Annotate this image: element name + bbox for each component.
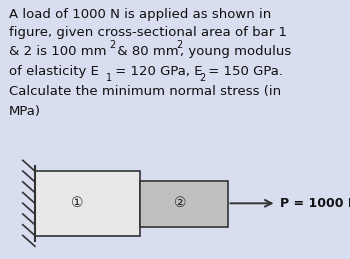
- Text: P = 1000 N: P = 1000 N: [280, 197, 350, 210]
- Text: 2: 2: [176, 40, 182, 49]
- Text: Calculate the minimum normal stress (in: Calculate the minimum normal stress (in: [9, 85, 281, 98]
- Text: & 80 mm: & 80 mm: [113, 45, 179, 58]
- Text: 2: 2: [109, 40, 116, 49]
- Text: ②: ②: [174, 196, 187, 210]
- Text: 1: 1: [106, 74, 112, 83]
- Text: A load of 1000 N is applied as shown in: A load of 1000 N is applied as shown in: [9, 8, 271, 21]
- Text: MPa): MPa): [9, 105, 41, 118]
- Text: = 150 GPa.: = 150 GPa.: [204, 65, 283, 78]
- Text: of elasticity E: of elasticity E: [9, 65, 99, 78]
- Text: ①: ①: [71, 196, 83, 210]
- Text: figure, given cross-sectional area of bar 1: figure, given cross-sectional area of ba…: [9, 26, 287, 39]
- Bar: [140, 181, 228, 227]
- Text: = 120 GPa, E: = 120 GPa, E: [111, 65, 202, 78]
- Text: & 2 is 100 mm: & 2 is 100 mm: [9, 45, 106, 58]
- Text: , young modulus: , young modulus: [180, 45, 292, 58]
- Text: 2: 2: [199, 74, 205, 83]
- Bar: [35, 171, 140, 236]
